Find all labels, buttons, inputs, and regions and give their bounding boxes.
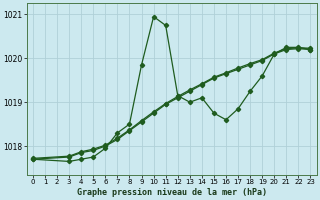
X-axis label: Graphe pression niveau de la mer (hPa): Graphe pression niveau de la mer (hPa) xyxy=(77,188,267,197)
